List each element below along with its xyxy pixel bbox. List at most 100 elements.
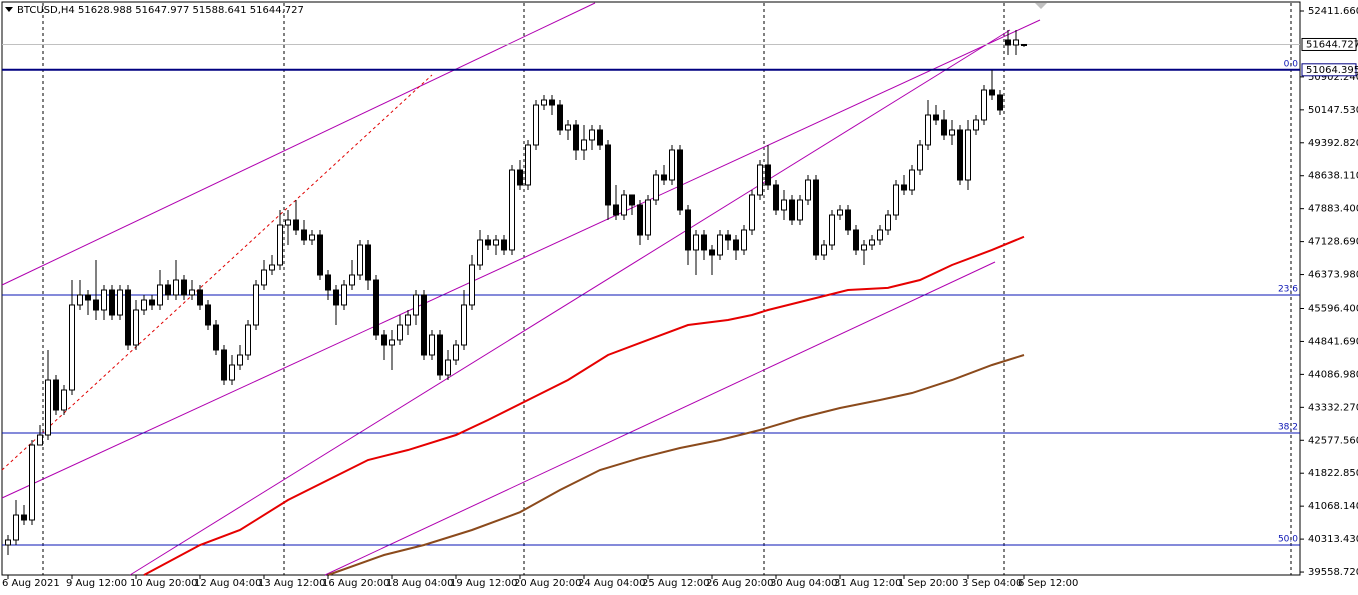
- candle-body: [421, 294, 427, 356]
- y-tick-label: 44086.980: [1308, 369, 1358, 380]
- candle-body: [733, 239, 739, 251]
- candle-body: [485, 239, 491, 246]
- candle-body: [709, 249, 715, 256]
- y-tick-label: 48638.110: [1308, 171, 1358, 182]
- fib-trendline: [1, 74, 433, 471]
- candle-body: [1013, 39, 1019, 46]
- candle-body: [165, 284, 171, 296]
- header-close: 51644.727: [250, 5, 304, 16]
- y-tick-label: 47128.690: [1308, 237, 1358, 248]
- candle-body: [13, 514, 19, 541]
- candle-body: [309, 234, 315, 241]
- candle-body: [77, 294, 83, 306]
- trend-channels: [1, 2, 1041, 576]
- y-tick-label: 50902.240: [1308, 72, 1358, 83]
- candle-body: [101, 289, 107, 311]
- candle-body: [573, 124, 579, 151]
- candle-body: [869, 239, 875, 246]
- candle-body: [181, 279, 187, 296]
- candle-body: [597, 129, 603, 146]
- candle-body: [541, 99, 547, 106]
- candle-body: [405, 314, 411, 326]
- candle-body: [565, 124, 571, 131]
- candle-body: [717, 234, 723, 256]
- candle-body: [229, 364, 235, 381]
- candle-body: [213, 324, 219, 351]
- candle-body: [741, 229, 747, 251]
- candle-body: [525, 144, 531, 186]
- candle-body: [109, 289, 115, 316]
- price-tag: [1301, 63, 1357, 77]
- candle-body: [453, 344, 459, 361]
- candle-body: [61, 389, 67, 411]
- fib-level-label: 50.0: [1278, 535, 1298, 545]
- candle-body: [973, 119, 979, 131]
- candle-body: [701, 234, 707, 251]
- moving-average: [143, 235, 1025, 576]
- candle-body: [885, 214, 891, 231]
- candle-body: [341, 284, 347, 306]
- header-open: 51628.988: [78, 5, 132, 16]
- x-tick-label: 13 Aug 12:00: [258, 578, 325, 589]
- menu-arrow: [5, 7, 13, 12]
- candle-body: [349, 274, 355, 286]
- candle-body: [413, 294, 419, 316]
- candle-body: [765, 164, 771, 186]
- y-tick-label: 47883.400: [1308, 204, 1358, 215]
- x-tick-label: 18 Aug 04:00: [386, 578, 453, 589]
- candle-body: [789, 199, 795, 221]
- plot-frame: [1, 1, 1301, 576]
- candle-body: [685, 209, 691, 251]
- candle-body: [861, 244, 867, 251]
- candle-body: [605, 144, 611, 206]
- plot: 0.0 23.6 38.2 50.0: [2, 29, 1300, 576]
- x-tick-label: 6 Aug 2021: [2, 578, 60, 589]
- price-tag-label: 51644.727: [1306, 39, 1358, 50]
- y-tick-label: 49392.820: [1308, 138, 1358, 149]
- channel-line: [1, 2, 596, 286]
- candle-body: [821, 244, 827, 256]
- candle-body: [461, 304, 467, 346]
- candle-body: [85, 294, 91, 301]
- x-tick-label: 25 Aug 12:00: [642, 578, 709, 589]
- candle-body: [853, 229, 859, 251]
- candle-body: [797, 199, 803, 221]
- candle-body: [133, 309, 139, 346]
- candle-body: [949, 129, 955, 136]
- candle-body: [357, 244, 363, 276]
- candle-body: [837, 209, 843, 216]
- y-tick-label: 45596.400: [1308, 303, 1358, 314]
- candle-body: [197, 289, 203, 306]
- candle-body: [757, 164, 763, 196]
- candle-body: [173, 279, 179, 296]
- candle-body: [365, 244, 371, 281]
- candle-body: [725, 234, 731, 241]
- y-tick-label: 39558.720: [1308, 567, 1358, 578]
- x-tick-label: 19 Aug 12:00: [450, 578, 517, 589]
- candle-body: [613, 204, 619, 216]
- candle-body: [773, 184, 779, 211]
- candle-body: [917, 144, 923, 171]
- candle-body: [653, 174, 659, 201]
- candle-body: [533, 104, 539, 146]
- candle-body: [965, 129, 971, 181]
- candle-body: [293, 219, 299, 231]
- candle-body: [661, 174, 667, 181]
- candle-body: [981, 89, 987, 121]
- candle-body: [389, 339, 395, 346]
- candle-body: [221, 349, 227, 381]
- candle-body: [957, 129, 963, 181]
- x-tick-label: 16 Aug 20:00: [322, 578, 389, 589]
- fib-level-label: 0.0: [1284, 59, 1299, 69]
- price-tag-label: 51064.395: [1306, 65, 1358, 76]
- candle-body: [21, 514, 27, 521]
- candle-body: [149, 299, 155, 306]
- candle-body: [909, 169, 915, 191]
- candle-body: [381, 334, 387, 346]
- candle-body: [69, 304, 75, 391]
- candle-body: [469, 264, 475, 306]
- candle-body: [557, 104, 563, 131]
- moving-average: [327, 354, 1025, 576]
